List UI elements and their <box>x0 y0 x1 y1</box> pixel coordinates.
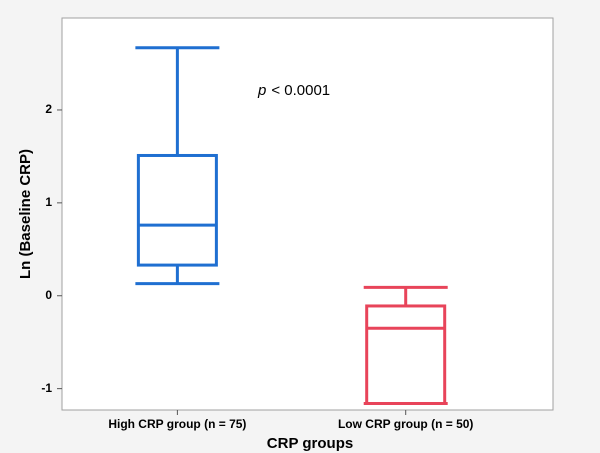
y-tick-label: 2 <box>45 102 52 116</box>
y-tick-label: 1 <box>45 195 52 209</box>
plot-area <box>61 17 554 411</box>
annotation: p < 0.0001 <box>257 82 330 99</box>
y-tick-label: -1 <box>41 381 52 395</box>
x-tick-label: Low CRP group (n = 50) <box>338 417 473 431</box>
x-tick-label: High CRP group (n = 75) <box>108 417 246 431</box>
annotation-text: < 0.0001 <box>271 82 330 99</box>
box <box>136 153 218 267</box>
box <box>365 304 447 405</box>
y-tick-label: 0 <box>45 288 52 302</box>
x-axis-title: CRP groups <box>267 435 353 452</box>
y-axis-title: Ln (Baseline CRP) <box>17 149 34 279</box>
annotation-p: p <box>257 82 266 99</box>
